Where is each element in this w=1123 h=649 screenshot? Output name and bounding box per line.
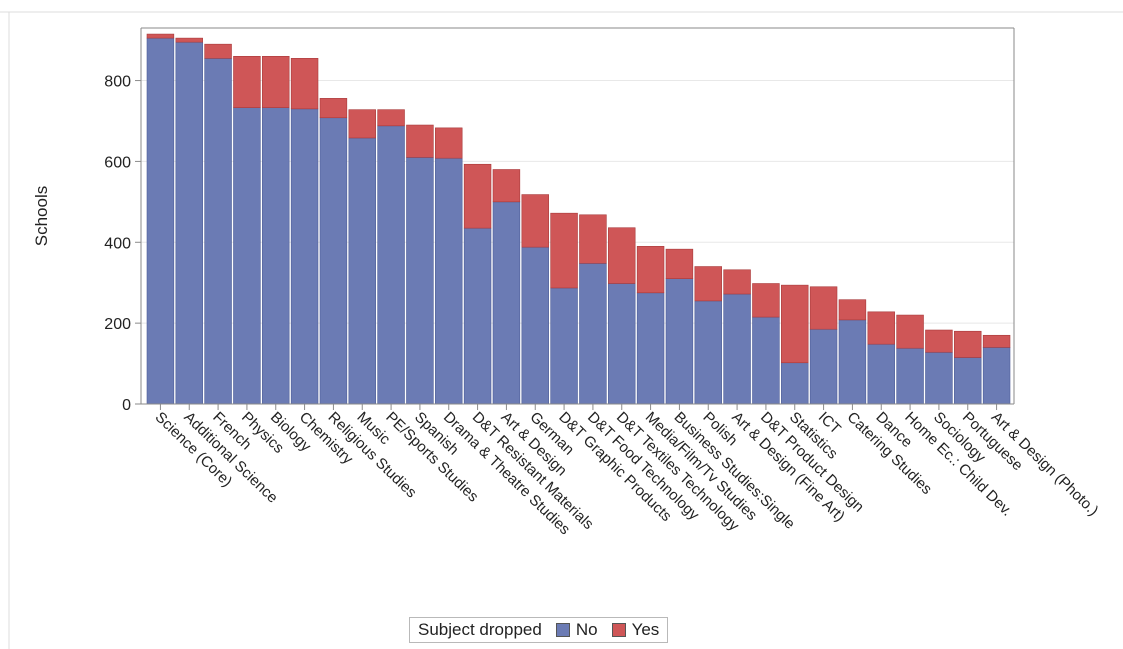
bar-yes-26 [867,311,895,345]
bar-no-30 [982,347,1011,405]
bar-no-2 [175,41,203,405]
bar-yes-22 [752,283,780,318]
bar-no-5 [262,107,290,405]
bar-no-11 [435,157,463,405]
bar-yes-19 [665,248,694,279]
bar-yes-29 [954,330,982,358]
bar-yes-17 [608,227,636,284]
bar-yes-10 [406,124,434,158]
bar-no-7 [319,117,348,405]
bar-yes-7 [319,98,348,119]
bar-yes-13 [492,169,521,203]
legend-label-yes: Yes [631,620,660,639]
bar-yes-16 [579,214,607,264]
bar-no-26 [867,343,895,405]
bar-yes-21 [723,269,751,295]
bar-no-28 [925,351,953,405]
bar-yes-18 [636,246,665,294]
bar-yes-11 [435,127,463,159]
bar-yes-25 [838,299,867,321]
bar-yes-5 [262,56,290,108]
bar-no-23 [781,362,809,405]
bar-yes-3 [204,43,232,59]
bar-yes-14 [521,194,549,248]
bar-no-19 [665,278,694,405]
y-tick-label: 200 [104,316,131,333]
bar-yes-12 [463,163,492,229]
bar-yes-15 [550,212,578,289]
y-tick-label: 600 [104,154,131,171]
y-tick-label: 0 [122,397,131,414]
bar-no-21 [723,293,751,405]
bar-no-8 [348,137,376,405]
bar-no-18 [636,292,665,405]
bars [146,33,1011,405]
bar-no-10 [406,157,434,405]
bar-yes-30 [982,334,1011,348]
bar-no-15 [550,287,578,405]
bar-yes-27 [896,314,924,349]
legend-label-no: No [575,620,598,639]
legend-swatch-no [555,623,570,637]
legend: Subject dropped No Yes [409,617,669,643]
y-tick-label: 400 [104,235,131,252]
bar-no-9 [377,125,405,405]
bar-no-27 [896,347,924,405]
axes [140,27,1015,405]
bar-yes-24 [809,286,838,330]
bar-no-12 [463,227,492,405]
bar-no-20 [694,300,722,405]
bar-no-17 [608,283,636,405]
bar-no-6 [290,108,319,405]
bar-no-25 [838,319,867,405]
bar-yes-2 [175,37,203,43]
bar-yes-8 [348,109,376,139]
bar-no-22 [752,316,780,405]
bar-no-13 [492,201,521,405]
bar-yes-9 [377,109,405,127]
bar-yes-23 [781,284,809,364]
bar-yes-4 [233,56,261,108]
frame-lines [0,11,1123,649]
bar-no-24 [809,328,838,405]
x-tick-labels: Science (Core)Additional ScienceFrenchPh… [152,404,1102,538]
bar-no-29 [954,357,982,405]
bar-yes-20 [694,266,722,302]
y-axis-title: Schools [32,186,51,246]
bar-no-4 [233,107,261,405]
bar-no-16 [579,263,607,405]
bar-yes-1 [146,33,175,39]
bar-no-3 [204,58,232,405]
bar-no-14 [521,246,549,405]
bar-no-1 [146,37,175,405]
bar-yes-6 [290,58,319,110]
bar-yes-28 [925,329,953,353]
y-tick-labels: 0 200 400 600 800 [104,74,141,414]
y-tick-label: 800 [104,74,131,91]
legend-swatch-yes [611,623,626,637]
legend-title: Subject dropped [418,620,542,639]
